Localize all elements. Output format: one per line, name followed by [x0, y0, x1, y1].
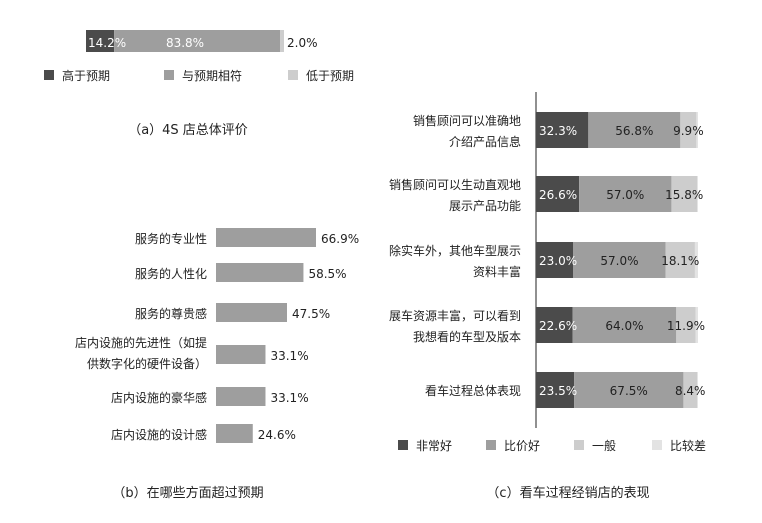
panel-c-legend-label-4: 比较差: [670, 438, 706, 453]
panel-c-bar-4-4: [695, 307, 698, 343]
panel-b-category-label-2: 服务的人性化: [135, 266, 207, 281]
panel-a-legend-label-2: 与预期相符: [182, 68, 242, 83]
panel-c-label-3-3: 18.1%: [661, 254, 699, 268]
panel-b-value-label-1: 66.9%: [321, 232, 359, 246]
panel-c-bar-3-2: [573, 242, 666, 278]
panel-a-title: （a）4S 店总体评价: [128, 123, 248, 138]
panel-c-bar-1-3: [680, 112, 697, 148]
panel-c-label-1-1: 32.3%: [539, 124, 577, 138]
panel-b-value-label-5: 33.1%: [270, 391, 308, 405]
panel-a-label-low: 2.0%: [287, 36, 318, 50]
panel-c-label-4-1: 22.6%: [539, 319, 577, 333]
panel-c-category-label-2-1: 销售顾问可以生动直观地: [389, 177, 521, 192]
panel-c-category-label-1-2: 介绍产品信息: [449, 134, 521, 149]
panel-c-legend-swatch-4: [652, 440, 662, 450]
panel-b-bar-2: [216, 263, 304, 282]
panel-c-label-5-2: 67.5%: [610, 384, 648, 398]
panel-a-legend-label-1: 高于预期: [62, 68, 110, 83]
panel-c-category-label-1-1: 销售顾问可以准确地: [413, 113, 521, 128]
panel-c-bar-4-3: [676, 307, 696, 343]
panel-b-category-label-1: 服务的专业性: [135, 231, 207, 246]
panel-a-label-match: 83.8%: [166, 36, 204, 50]
panel-c-legend-swatch-1: [398, 440, 408, 450]
panel-c-category-label-2-2: 展示产品功能: [449, 199, 521, 213]
panel-b-category-label-3: 服务的尊贵感: [135, 306, 207, 321]
panel-b-value-label-3: 47.5%: [292, 307, 330, 321]
panel-c-legend-swatch-2: [486, 440, 496, 450]
panel-c-label-5-3: 8.4%: [675, 384, 706, 398]
panel-b-bar-3: [216, 303, 288, 322]
panel-c-legend-label-1: 非常好: [416, 439, 452, 453]
panel-a-overall-rating: 14.2% 83.8% 2.0% 高于预期 与预期相符 低于预期 （a）4S 店总体评价: [44, 30, 354, 138]
panel-c-category-label-4-2: 我想看的车型及版本: [413, 329, 521, 344]
panel-b-value-label-4: 33.1%: [270, 349, 308, 363]
panel-c-label-2-2: 57.0%: [606, 188, 644, 202]
panel-c-legend-label-3: 一般: [592, 438, 616, 453]
panel-b-value-label-2: 58.5%: [308, 267, 346, 281]
panel-b-bar-1: [216, 228, 316, 247]
panel-a-label-high: 14.2%: [88, 36, 126, 50]
panel-c-bar-1-1: [536, 112, 589, 148]
panel-c-bar-1-4: [696, 112, 698, 148]
panel-b-bar-5: [216, 387, 266, 406]
panel-b-title: （b）在哪些方面超过预期: [112, 485, 263, 501]
panel-c-label-4-2: 64.0%: [605, 319, 643, 333]
panel-c-category-label-4-1: 展车资源丰富，可以看到: [389, 308, 521, 323]
panel-b-bar-6: [216, 424, 253, 443]
panel-b-exceeded-aspects: 66.9% 服务的专业性 58.5% 服务的人性化 47.5% 服务的尊贵感 33.1% 店内…: [75, 228, 359, 501]
panel-b-category-label-4-2: 供数字化的硬件设备）: [87, 356, 207, 371]
panel-c-legend-swatch-3: [574, 440, 584, 450]
panel-c-label-3-2: 57.0%: [600, 254, 638, 268]
panel-c-category-label-5: 看车过程总体表现: [425, 383, 521, 398]
panel-c-label-1-3: 9.9%: [673, 124, 704, 138]
panel-a-legend-swatch-3: [288, 70, 298, 80]
panel-c-bar-5-2: [574, 372, 684, 408]
panel-c-bar-1-2: [588, 112, 681, 148]
panel-c-label-3-1: 23.0%: [539, 254, 577, 268]
panel-c-label-2-3: 15.8%: [665, 188, 703, 202]
panel-b-category-label-4-1: 店内设施的先进性（如提: [75, 335, 207, 350]
panel-c-legend-label-2: 比价好: [504, 439, 540, 453]
panel-a-legend-swatch-2: [164, 70, 174, 80]
panel-b-category-label-6: 店内设施的设计感: [111, 427, 207, 442]
panel-c-label-5-1: 23.5%: [539, 384, 577, 398]
panel-c-bar-5-1: [536, 372, 575, 408]
panel-c-label-4-3: 11.9%: [667, 319, 705, 333]
panel-b-bar-4: [216, 345, 266, 364]
panel-c-bar-2-1: [536, 176, 580, 212]
panel-c-bar-3-4: [694, 242, 698, 278]
panel-c-bar-2-2: [579, 176, 672, 212]
panel-c-category-label-3-2: 资料丰富: [473, 264, 521, 279]
panel-c-bar-2-3: [671, 176, 698, 212]
panel-c-label-2-1: 26.6%: [539, 188, 577, 202]
panel-c-label-1-2: 56.8%: [615, 124, 653, 138]
panel-a-bar-2: [114, 30, 281, 52]
panel-c-bar-4-2: [572, 307, 677, 343]
panel-c-bar-5-4: [697, 372, 698, 408]
panel-a-legend-label-3: 低于预期: [306, 69, 354, 83]
panel-b-category-label-5: 店内设施的豪华感: [111, 390, 207, 405]
panel-c-bar-4-1: [536, 307, 573, 343]
panel-c-bar-5-3: [683, 372, 698, 408]
panel-c-bar-3-1: [536, 242, 574, 278]
panel-c-title: （c）看车过程经销店的表现: [486, 485, 649, 501]
panel-a-legend-swatch-1: [44, 70, 54, 80]
panel-a-bar-1: [86, 30, 115, 52]
panel-c-category-label-3-1: 除实车外，其他车型展示: [389, 243, 521, 258]
panel-c-bar-2-4: [697, 176, 698, 212]
panel-c-bar-3-3: [665, 242, 695, 278]
panel-a-bar-3: [280, 30, 284, 52]
panel-b-value-label-6: 24.6%: [258, 428, 296, 442]
